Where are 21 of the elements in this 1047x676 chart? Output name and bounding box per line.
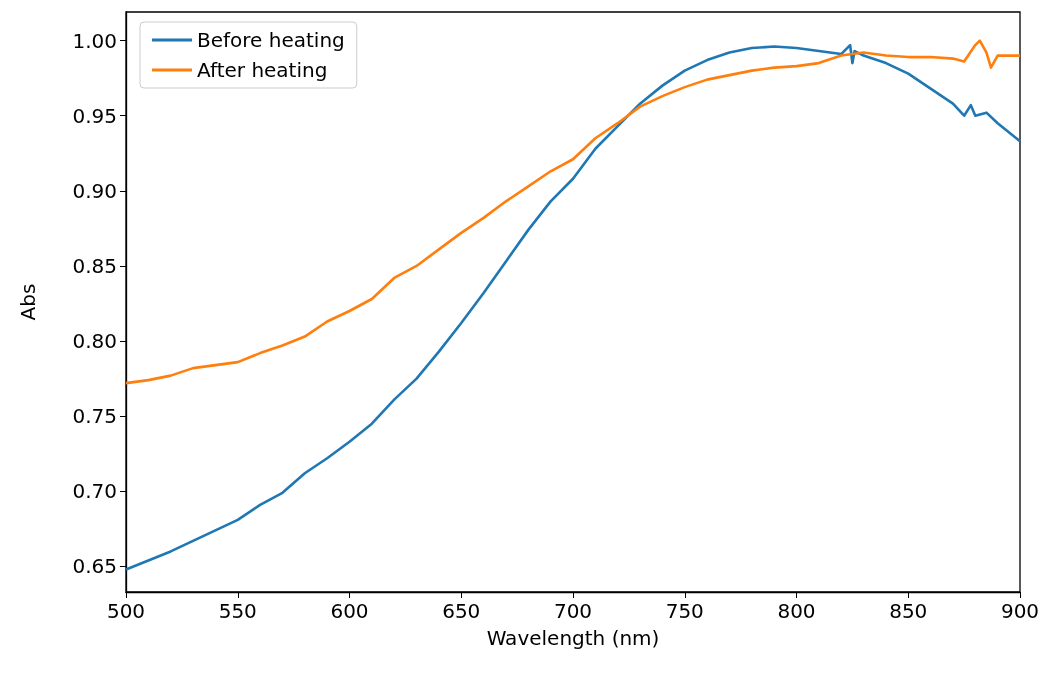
y-tick-label: 0.90 [72,178,117,203]
x-tick-label: 900 [1000,599,1040,623]
x-axis-title: Wavelength (nm) [486,626,660,650]
x-tick-label: 850 [889,599,928,623]
x-tick-label: 700 [553,599,593,623]
y-tick-label: 0.65 [72,554,117,579]
y-tick-label: 1.00 [72,28,117,53]
y-tick-label: 0.85 [72,253,117,278]
y-tick-label: 0.80 [72,329,117,354]
x-tick-label: 600 [330,599,369,623]
x-tick-label: 800 [777,599,816,623]
x-tick-label: 500 [106,599,146,623]
x-tick-label: 550 [218,599,257,623]
legend-label: After heating [197,58,328,82]
y-axis-title: Abs [16,283,40,321]
legend-label: Before heating [197,28,345,52]
y-tick-label: 0.75 [72,404,117,429]
y-tick-label: 0.95 [72,103,117,128]
y-tick-label: 0.70 [72,479,117,504]
x-tick-label: 750 [665,599,704,623]
x-tick-label: 650 [442,599,481,623]
